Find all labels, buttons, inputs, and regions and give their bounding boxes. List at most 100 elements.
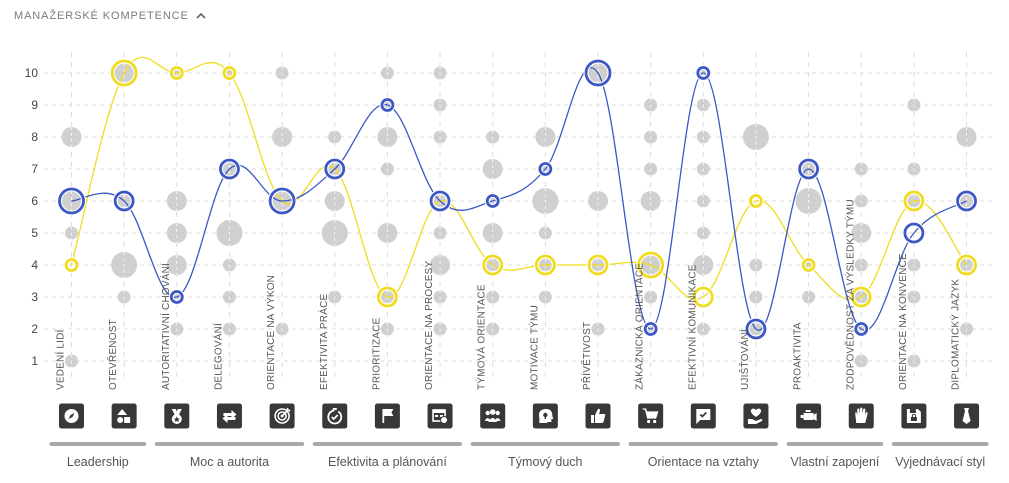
- group-bar: [312, 442, 463, 446]
- yellow-point[interactable]: [801, 258, 816, 272]
- blue-point[interactable]: [903, 222, 925, 244]
- blue-point[interactable]: [113, 190, 135, 212]
- blue-point[interactable]: [538, 162, 553, 176]
- yellow-point[interactable]: [222, 66, 237, 80]
- blue-point[interactable]: [798, 158, 819, 180]
- category-label: ORIENTACE NA VÝKON: [264, 275, 277, 390]
- distribution-bubble: [588, 191, 608, 211]
- distribution-bubble: [272, 127, 293, 147]
- yellow-point[interactable]: [110, 59, 138, 87]
- distribution-bubble: [166, 191, 187, 211]
- yellow-point[interactable]: [64, 258, 79, 272]
- distribution-bubble: [851, 223, 872, 243]
- yellow-point[interactable]: [169, 66, 184, 80]
- distribution-bubble: [535, 127, 556, 147]
- distribution-bubble: [430, 255, 451, 275]
- category-label: EFEKTIVNÍ KOMUNIKACE: [685, 264, 698, 390]
- flag-icon[interactable]: [374, 403, 400, 429]
- yellow-point[interactable]: [482, 254, 504, 276]
- group-label: Efektivita a plánování: [328, 455, 447, 469]
- distribution-bubble: [693, 255, 714, 275]
- distribution-bubble: [956, 127, 977, 147]
- blue-point[interactable]: [956, 190, 977, 212]
- blue-point[interactable]: [643, 322, 658, 336]
- category-label: ZÁKAZNICKÁ ORIENTACE: [633, 263, 646, 390]
- yellow-point[interactable]: [956, 254, 977, 276]
- team-icon[interactable]: [480, 403, 506, 429]
- y-tick-label: 3: [31, 290, 38, 304]
- blue-point[interactable]: [268, 187, 296, 215]
- group-bar: [891, 442, 989, 446]
- category-label: PŘÍVĚTIVOST: [580, 322, 593, 390]
- shopping-cart-icon[interactable]: [638, 403, 664, 429]
- blue-point[interactable]: [485, 194, 500, 208]
- distribution-bubble: [640, 191, 661, 211]
- y-tick-label: 10: [25, 66, 39, 80]
- y-axis-ticks: 1 2 3 4 5 6 7 8 9 10: [25, 66, 39, 368]
- category-label: TÝMOVÁ ORIENTACE: [475, 284, 488, 390]
- category-label: PROAKTIVITA: [793, 322, 804, 390]
- process-table-icon[interactable]: [427, 403, 453, 429]
- series-markers: [57, 58, 979, 341]
- engine-icon[interactable]: [796, 403, 822, 429]
- check-timer-icon[interactable]: [322, 403, 348, 429]
- category-label: OTEVŘENOST: [106, 319, 119, 390]
- distribution-bubbles: [61, 63, 977, 368]
- category-label: ORIENTACE NA PROCESY: [424, 260, 435, 390]
- swap-arrows-icon[interactable]: [216, 403, 242, 429]
- distribution-bubble: [61, 127, 82, 147]
- category-label: DELEGOVÁNÍ: [211, 323, 224, 390]
- category-label: ZODPOVĚDNOST ZA VÝSLEDKY TÝMU: [843, 199, 856, 390]
- head-idea-icon[interactable]: [532, 403, 558, 429]
- group-bar: [49, 442, 147, 446]
- compass-icon[interactable]: [59, 403, 84, 429]
- blue-point[interactable]: [380, 98, 395, 112]
- medal-icon[interactable]: [164, 403, 190, 429]
- group-label: Vlastní zapojení: [790, 455, 879, 469]
- series-lines: [70, 56, 968, 331]
- yellow-point[interactable]: [587, 254, 609, 276]
- category-label: PRIORITIZACE: [371, 317, 382, 390]
- yellow-point[interactable]: [749, 194, 763, 208]
- y-tick-label: 6: [31, 194, 38, 208]
- thumbs-up-icon[interactable]: [585, 403, 611, 429]
- shapes-icon[interactable]: [111, 403, 137, 429]
- chat-check-icon[interactable]: [690, 403, 716, 429]
- distribution-bubble: [166, 255, 187, 275]
- chevron-up-icon[interactable]: [195, 10, 207, 22]
- yellow-point[interactable]: [534, 254, 556, 276]
- floppy-lock-icon[interactable]: [901, 403, 927, 429]
- yellow-point[interactable]: [637, 251, 665, 279]
- blue-point[interactable]: [58, 187, 85, 215]
- blue-point[interactable]: [696, 66, 711, 80]
- group-label: Moc a autorita: [190, 455, 269, 469]
- group-bar: [628, 442, 778, 446]
- category-groups: Leadership Moc a autorita Efektivita a plá…: [49, 442, 989, 469]
- raised-hand-icon[interactable]: [848, 403, 874, 429]
- category-label: VEDENÍ LIDÍ: [54, 329, 67, 390]
- group-bar: [786, 442, 884, 446]
- group-label: Orientace na vztahy: [648, 455, 760, 469]
- distribution-bubble: [377, 127, 398, 147]
- blue-point[interactable]: [745, 318, 767, 340]
- y-tick-label: 1: [31, 354, 38, 368]
- blue-point[interactable]: [854, 322, 869, 336]
- category-label: DIPLOMATICKÝ JAZYK: [949, 279, 962, 390]
- yellow-point[interactable]: [692, 286, 714, 308]
- yellow-point[interactable]: [903, 190, 925, 212]
- category-label: MOTIVACE TÝMU: [527, 305, 540, 390]
- yellow-point[interactable]: [850, 286, 872, 308]
- target-icon[interactable]: [269, 403, 295, 429]
- distribution-bubble: [166, 223, 187, 243]
- tie-icon[interactable]: [954, 403, 980, 429]
- blue-point[interactable]: [324, 158, 346, 180]
- group-bar: [154, 442, 305, 446]
- section-header[interactable]: MANAŽERSKÉ KOMPETENCE: [14, 8, 207, 24]
- blue-point[interactable]: [429, 190, 451, 212]
- group-bar: [470, 442, 620, 446]
- blue-point[interactable]: [584, 59, 612, 87]
- blue-point[interactable]: [169, 290, 184, 304]
- blue-point[interactable]: [219, 158, 240, 180]
- hand-heart-icon[interactable]: [743, 403, 769, 429]
- yellow-point[interactable]: [376, 286, 398, 308]
